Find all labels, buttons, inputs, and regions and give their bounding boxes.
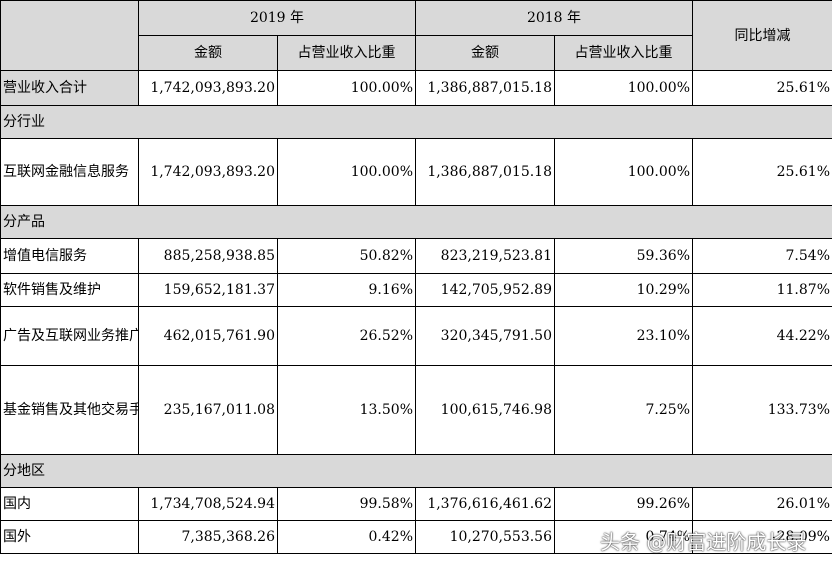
row-label: 国内 bbox=[0, 487, 139, 521]
amount-2018: 1,376,616,461.62 bbox=[415, 487, 555, 521]
amount-2018: 320,345,791.50 bbox=[415, 306, 555, 366]
amount-2018: 1,386,887,015.18 bbox=[415, 70, 555, 106]
row-label: 基金销售及其他交易手续费等其他业务 bbox=[0, 365, 139, 455]
section-product-row: 分产品 bbox=[0, 205, 832, 239]
header-blank bbox=[0, 0, 139, 71]
share-2019: 9.16% bbox=[277, 273, 416, 307]
share-2018: 59.36% bbox=[554, 238, 693, 274]
share-2018: 0.74% bbox=[554, 520, 693, 554]
row-software: 软件销售及维护 159,652,181.37 9.16% 142,705,952… bbox=[0, 273, 832, 307]
share-2018: 100.00% bbox=[554, 70, 693, 106]
row-total: 营业收入合计 1,742,093,893.20 100.00% 1,386,88… bbox=[0, 70, 832, 106]
amount-2018: 1,386,887,015.18 bbox=[415, 138, 555, 206]
row-domestic: 国内 1,734,708,524.94 99.58% 1,376,616,461… bbox=[0, 487, 832, 521]
row-label: 国外 bbox=[0, 520, 139, 554]
row-label: 营业收入合计 bbox=[0, 70, 139, 106]
amount-2019: 1,742,093,893.20 bbox=[138, 70, 278, 106]
row-vas: 增值电信服务 885,258,938.85 50.82% 823,219,523… bbox=[0, 238, 832, 274]
share-2018: 10.29% bbox=[554, 273, 693, 307]
amount-2018: 823,219,523.81 bbox=[415, 238, 555, 274]
yoy-change: 44.22% bbox=[692, 306, 832, 366]
row-ads: 广告及互联网业务推广服务 462,015,761.90 26.52% 320,3… bbox=[0, 306, 832, 366]
share-2018: 100.00% bbox=[554, 138, 693, 206]
amount-2019: 7,385,368.26 bbox=[138, 520, 278, 554]
share-2018: 23.10% bbox=[554, 306, 693, 366]
amount-2019: 235,167,011.08 bbox=[138, 365, 278, 455]
row-internet-finance: 互联网金融信息服务 1,742,093,893.20 100.00% 1,386… bbox=[0, 138, 832, 206]
section-industry-row: 分行业 bbox=[0, 105, 832, 139]
amount-2018: 100,615,746.98 bbox=[415, 365, 555, 455]
section-heading: 分地区 bbox=[0, 454, 832, 488]
header-row-years: 2019 年 2018 年 同比增减 bbox=[0, 0, 832, 71]
header-share-2018: 占营业收入比重 bbox=[554, 35, 693, 71]
section-heading: 分产品 bbox=[0, 205, 832, 239]
row-label: 软件销售及维护 bbox=[0, 273, 139, 307]
header-share-2019: 占营业收入比重 bbox=[277, 35, 416, 71]
amount-2019: 1,734,708,524.94 bbox=[138, 487, 278, 521]
row-label: 广告及互联网业务推广服务 bbox=[0, 306, 139, 366]
yoy-change: 11.87% bbox=[692, 273, 832, 307]
amount-2019: 159,652,181.37 bbox=[138, 273, 278, 307]
amount-2019: 1,742,093,893.20 bbox=[138, 138, 278, 206]
yoy-change: 25.61% bbox=[692, 70, 832, 106]
share-2019: 99.58% bbox=[277, 487, 416, 521]
share-2018: 7.25% bbox=[554, 365, 693, 455]
revenue-table: 2019 年 2018 年 同比增减 金额 占营业收入比重 金额 占营业收入比重… bbox=[0, 0, 832, 554]
share-2018: 99.26% bbox=[554, 487, 693, 521]
yoy-change: 133.73% bbox=[692, 365, 832, 455]
share-2019: 50.82% bbox=[277, 238, 416, 274]
share-2019: 0.42% bbox=[277, 520, 416, 554]
header-year-2019: 2019 年 bbox=[138, 0, 416, 36]
header-amount-2019: 金额 bbox=[138, 35, 278, 71]
yoy-change: -28.09% bbox=[692, 520, 832, 554]
row-overseas: 国外 7,385,368.26 0.42% 10,270,553.56 0.74… bbox=[0, 520, 832, 554]
amount-2018: 10,270,553.56 bbox=[415, 520, 555, 554]
share-2019: 13.50% bbox=[277, 365, 416, 455]
amount-2018: 142,705,952.89 bbox=[415, 273, 555, 307]
row-fund: 基金销售及其他交易手续费等其他业务 235,167,011.08 13.50% … bbox=[0, 365, 832, 455]
row-label: 增值电信服务 bbox=[0, 238, 139, 274]
header-year-2018: 2018 年 bbox=[415, 0, 693, 36]
section-heading: 分行业 bbox=[0, 105, 832, 139]
yoy-change: 26.01% bbox=[692, 487, 832, 521]
share-2019: 100.00% bbox=[277, 70, 416, 106]
share-2019: 100.00% bbox=[277, 138, 416, 206]
header-amount-2018: 金额 bbox=[415, 35, 555, 71]
row-label: 互联网金融信息服务 bbox=[0, 138, 139, 206]
share-2019: 26.52% bbox=[277, 306, 416, 366]
yoy-change: 25.61% bbox=[692, 138, 832, 206]
amount-2019: 462,015,761.90 bbox=[138, 306, 278, 366]
header-yoy: 同比增减 bbox=[692, 0, 832, 71]
section-region-row: 分地区 bbox=[0, 454, 832, 488]
yoy-change: 7.54% bbox=[692, 238, 832, 274]
amount-2019: 885,258,938.85 bbox=[138, 238, 278, 274]
header-row-columns: 金额 占营业收入比重 金额 占营业收入比重 bbox=[1, 35, 832, 71]
